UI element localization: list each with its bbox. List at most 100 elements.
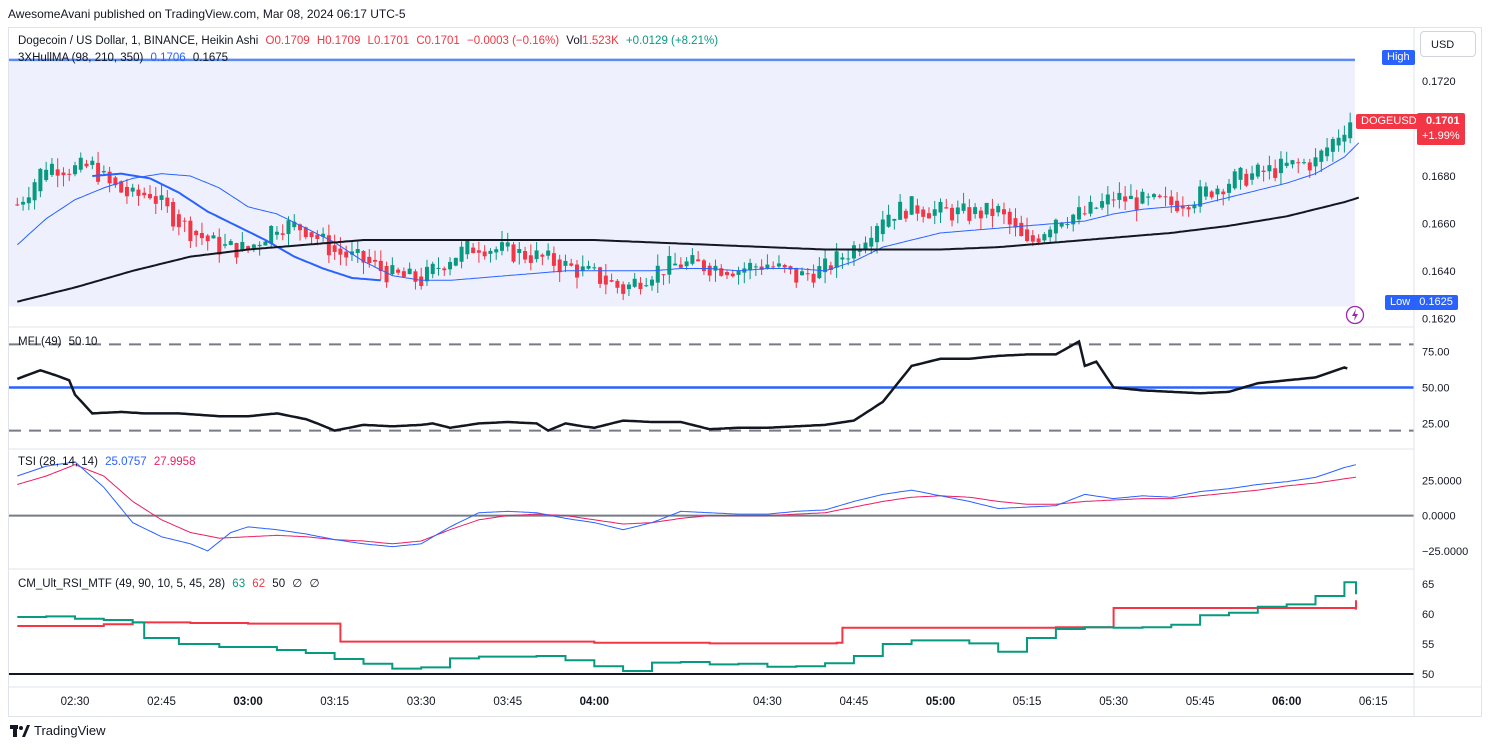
- candle-body: [298, 224, 303, 231]
- hull-fast-line: [16, 142, 1360, 281]
- candle-body: [246, 246, 251, 250]
- candle-body: [857, 249, 862, 252]
- candle-body: [996, 206, 1001, 213]
- tsi-tick-label: 0.0000: [1422, 511, 1456, 523]
- time-axis: 02:30 02:45 03:00 03:15 03:30 03:45 04:00 04:30…: [9, 686, 1481, 708]
- candle-body: [171, 201, 176, 227]
- candle-body: [955, 207, 960, 215]
- candle-body: [967, 207, 972, 221]
- candle-body: [701, 260, 706, 272]
- mfi-legend: MFI (49) 50.10: [18, 336, 101, 348]
- ohlc-close: C0.1701: [416, 35, 460, 47]
- candle-body: [563, 260, 568, 266]
- candle-body: [1117, 192, 1122, 200]
- candle-body: [1232, 171, 1237, 189]
- candle-body: [551, 253, 556, 266]
- candle-body: [424, 266, 429, 282]
- footer-brand-text: TradingView: [34, 723, 106, 738]
- rsi-tick-label: 50: [1422, 669, 1434, 681]
- candle-body: [1203, 186, 1208, 197]
- candle-body: [32, 182, 37, 201]
- candle-body: [823, 258, 828, 273]
- candle-body: [534, 250, 539, 260]
- candle-body: [736, 270, 741, 275]
- candle-body: [113, 177, 118, 186]
- hull-name[interactable]: 3XHullMA (98, 210, 350): [18, 52, 144, 64]
- candle-body: [1302, 162, 1307, 164]
- candle-body: [650, 279, 654, 286]
- candle-body: [1088, 201, 1093, 214]
- candle-body: [205, 235, 210, 242]
- candle-body: [286, 220, 291, 235]
- footer-brand[interactable]: TradingView: [10, 723, 106, 738]
- publish-info: AwesomeAvani published on TradingView.co…: [8, 7, 406, 21]
- candle-body: [926, 213, 931, 219]
- candle-body: [690, 255, 695, 264]
- candle-body: [753, 266, 758, 268]
- candle-body: [794, 267, 799, 283]
- candle-body: [407, 268, 412, 275]
- candle-body: [482, 251, 487, 257]
- candle-body: [1146, 196, 1151, 198]
- candle-body: [1261, 170, 1266, 173]
- candle-body: [378, 260, 383, 272]
- candle-body: [632, 278, 637, 287]
- time-tick-label: 03:00: [233, 696, 262, 708]
- mfi-value: 50.10: [68, 336, 98, 348]
- candle-body: [655, 265, 660, 283]
- rsi-value-4: ∅: [292, 578, 303, 590]
- candle-body: [332, 245, 337, 252]
- candle-body: [15, 204, 20, 206]
- candle-body: [1128, 195, 1133, 199]
- currency-button[interactable]: USD: [1420, 31, 1476, 57]
- candle-body: [1076, 207, 1081, 220]
- candle-body: [1284, 162, 1289, 166]
- tsi-pane: [9, 448, 1414, 552]
- tsi-tick-label: 25.0000: [1422, 475, 1462, 487]
- candle-body: [257, 244, 262, 247]
- candle-body: [1278, 158, 1283, 174]
- last-price-value: 0.1701: [1425, 115, 1460, 127]
- candle-body: [782, 264, 787, 268]
- candle-body: [1336, 137, 1341, 146]
- candle-body: [1325, 147, 1330, 157]
- candle-body: [1042, 234, 1047, 241]
- mfi-pane: [9, 326, 1414, 433]
- candle-body: [517, 248, 522, 254]
- candle-body: [119, 181, 124, 193]
- replay-icon[interactable]: [1345, 305, 1365, 325]
- candle-body: [938, 201, 943, 213]
- mfi-name[interactable]: MFI (49): [18, 336, 62, 348]
- candle-body: [678, 264, 683, 268]
- candle-body: [1192, 204, 1197, 209]
- hull-slow-line: [17, 196, 1360, 303]
- candle-body: [292, 221, 297, 228]
- candle-body: [1025, 229, 1030, 242]
- time-tick-label: 06:15: [1359, 696, 1388, 708]
- candle-body: [903, 210, 908, 219]
- candle-body: [759, 266, 764, 270]
- candle-body: [303, 227, 308, 238]
- candle-body: [199, 233, 204, 239]
- candle-body: [90, 160, 95, 166]
- symbol-title[interactable]: Dogecoin / US Dollar, 1, BINANCE, Heikin…: [18, 35, 259, 47]
- candle-body: [373, 259, 378, 262]
- price-tick-label: 0.1640: [1422, 266, 1456, 278]
- candle-body: [673, 263, 678, 266]
- candle-body: [165, 197, 170, 207]
- rsi-name[interactable]: CM_Ult_RSI_MTF (49, 90, 10, 5, 45, 28): [18, 578, 226, 590]
- ohlc-open: O0.1709: [265, 35, 310, 47]
- rsi-line-green: [17, 581, 1357, 672]
- candle-body: [188, 220, 193, 242]
- candle-body: [355, 249, 360, 253]
- tsi-name[interactable]: TSI (28, 14, 14): [18, 456, 98, 468]
- candle-body: [1036, 238, 1041, 243]
- high-tag: High: [1382, 50, 1415, 65]
- candle-body: [78, 157, 83, 170]
- candle-body: [251, 244, 256, 248]
- tradingview-logo-icon: [10, 724, 30, 737]
- candle-body: [488, 250, 493, 254]
- candle-body: [886, 214, 891, 227]
- candle-body: [684, 261, 689, 267]
